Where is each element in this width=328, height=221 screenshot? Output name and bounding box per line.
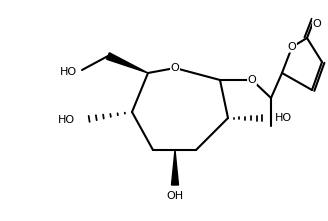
Text: HO: HO	[59, 67, 76, 77]
Text: O: O	[248, 75, 256, 85]
Text: OH: OH	[166, 191, 184, 201]
Polygon shape	[172, 150, 178, 185]
Text: HO: HO	[57, 115, 74, 125]
Text: O: O	[171, 63, 179, 73]
Polygon shape	[107, 53, 148, 73]
Text: HO: HO	[275, 113, 292, 123]
Text: O: O	[313, 19, 321, 29]
Text: O: O	[288, 42, 297, 52]
